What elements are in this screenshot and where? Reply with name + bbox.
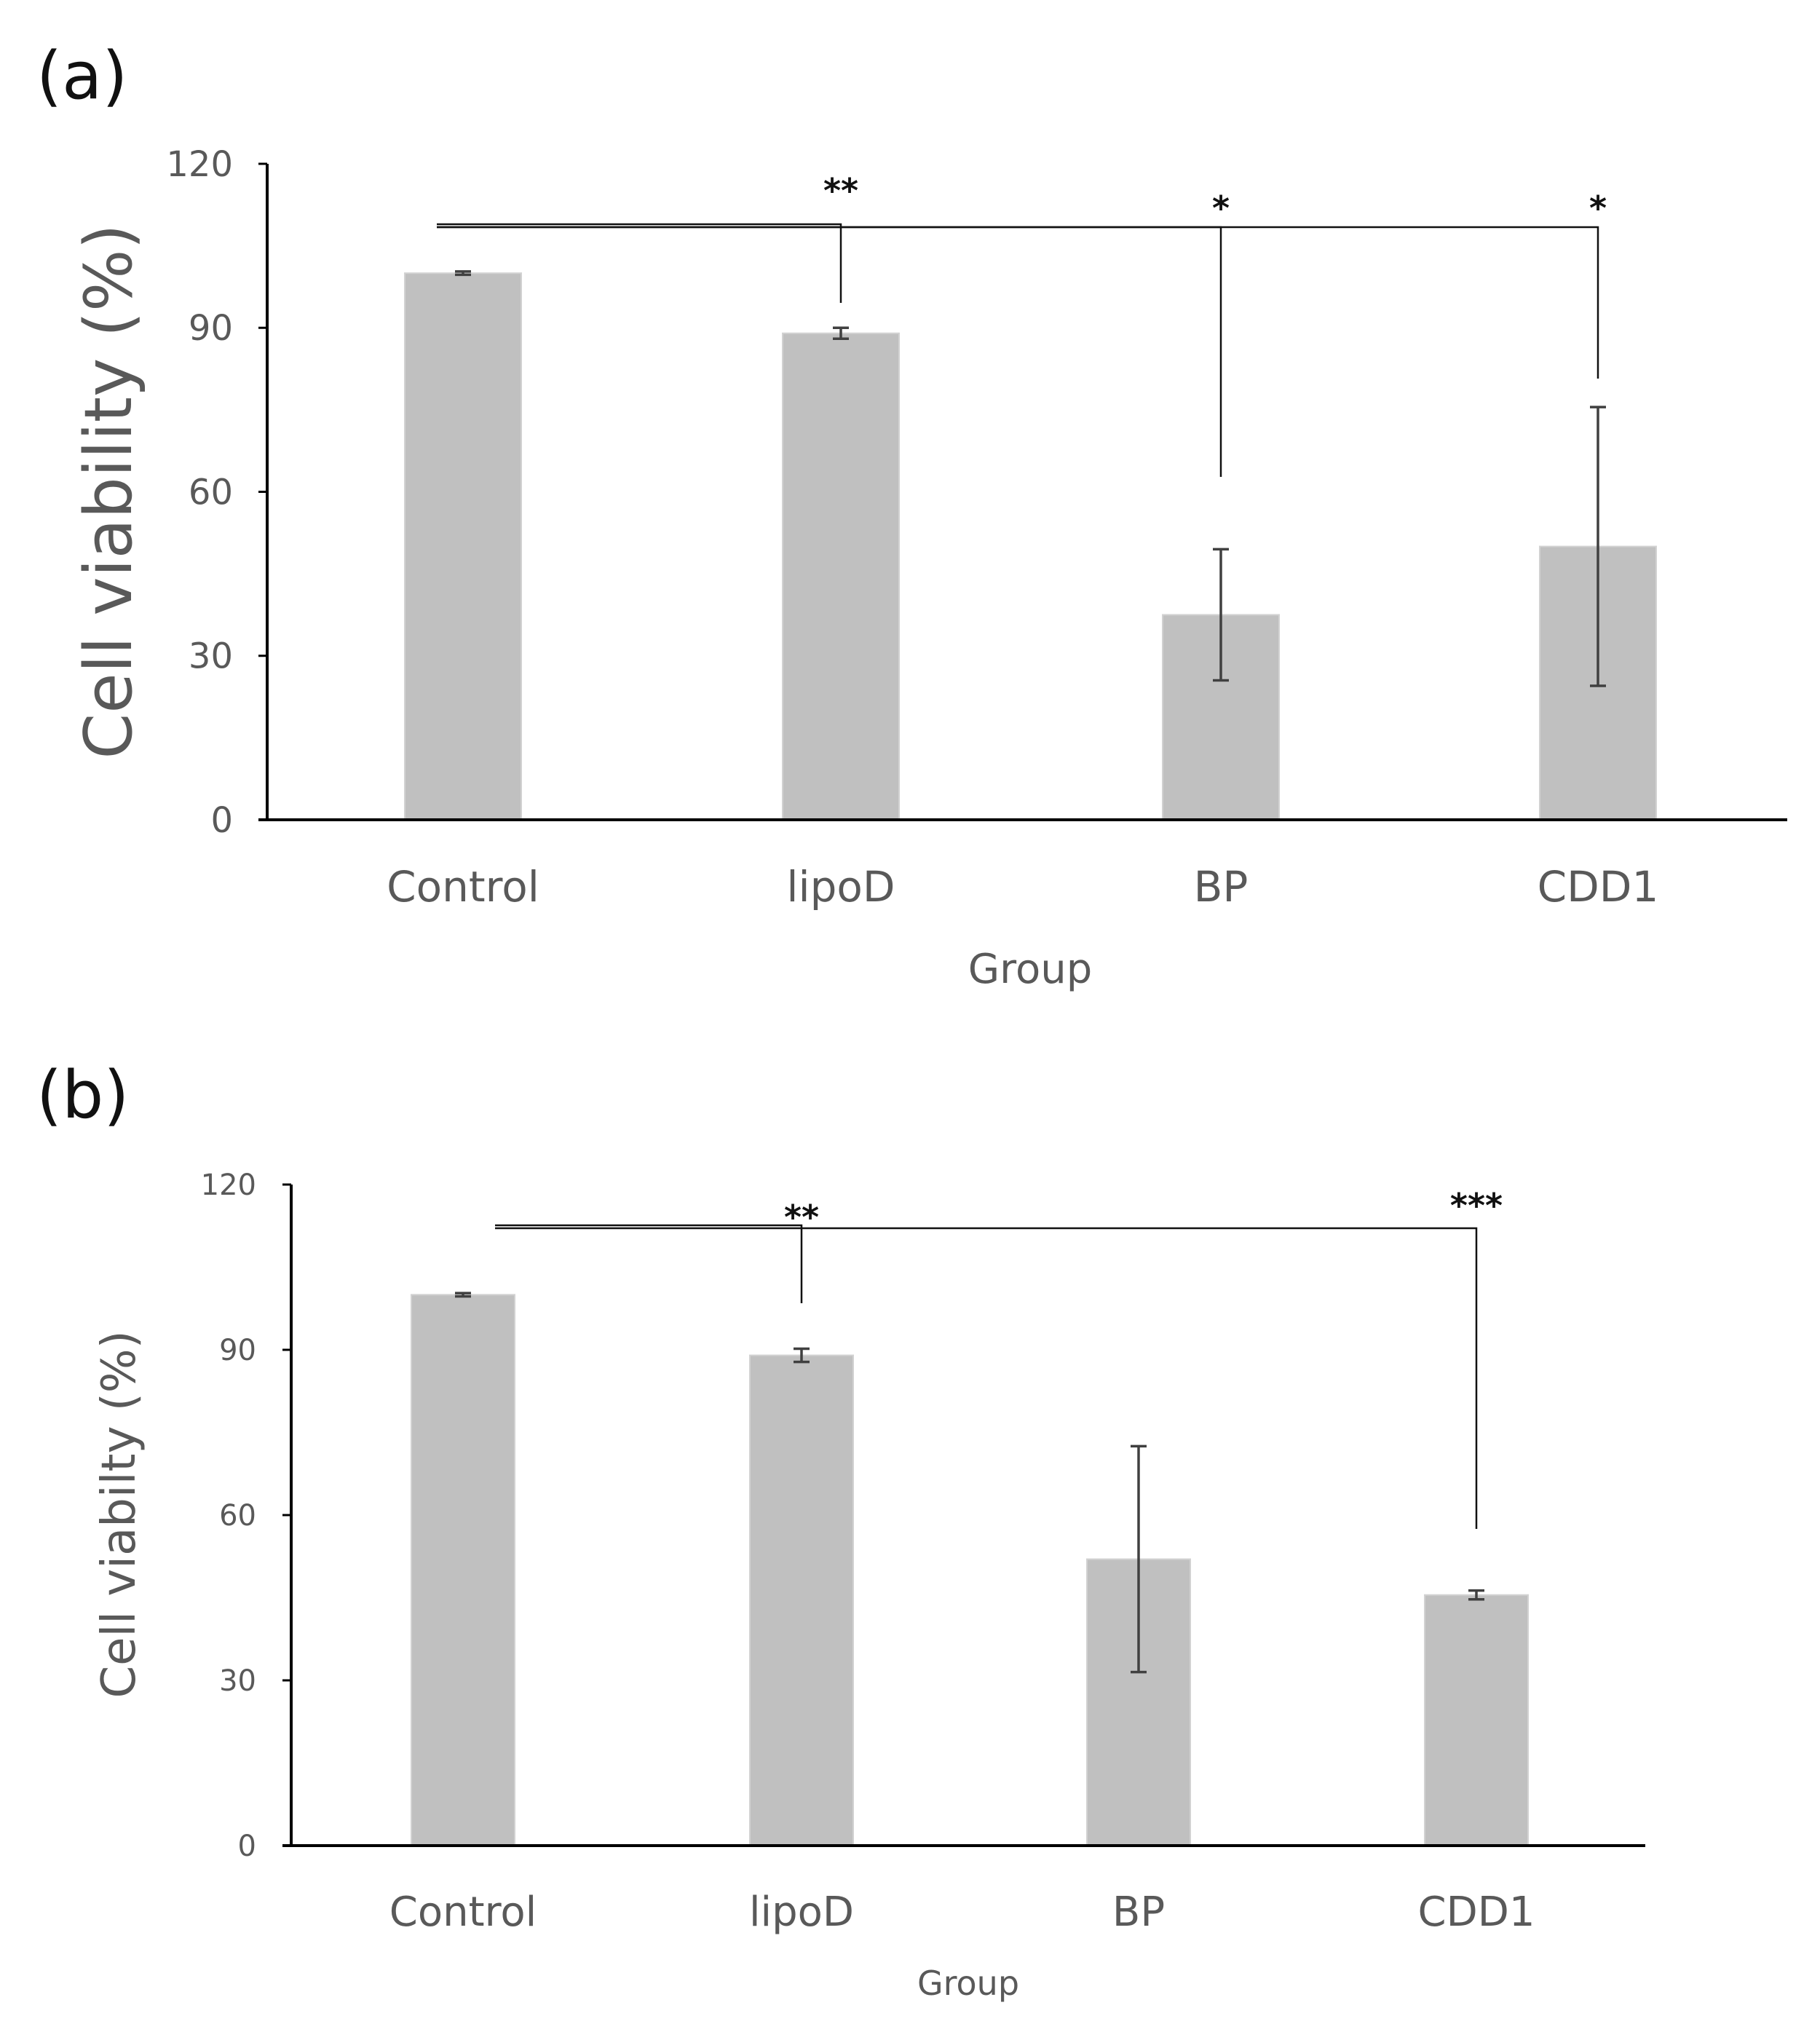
- y-tick-label: 90: [219, 1334, 256, 1367]
- x-tick-label: BP: [1194, 862, 1249, 912]
- bar-control: [411, 1294, 515, 1847]
- bar-cdd1: [1424, 1594, 1529, 1846]
- significance-bracket: [437, 226, 1599, 379]
- panel-label: (a): [36, 38, 127, 114]
- significance-bracket: [495, 1224, 803, 1303]
- error-bar-bp: [1213, 547, 1229, 682]
- x-tick-label: CDD1: [1418, 1889, 1535, 1936]
- significance-stars: ***: [1450, 1186, 1503, 1225]
- y-tick-label: 30: [219, 1664, 256, 1698]
- significance-cdd1: ***: [495, 1186, 1503, 1529]
- error-bar-bp: [1131, 1444, 1147, 1674]
- y-tick-label: 60: [219, 1499, 256, 1533]
- x-tick-label: BP: [1112, 1889, 1165, 1936]
- error-bar-lipod: [833, 326, 849, 341]
- error-bar-control: [455, 1292, 471, 1298]
- error-bar-control: [455, 270, 471, 277]
- x-axis-title: Group: [917, 1964, 1019, 2003]
- y-tick-label: 60: [189, 472, 233, 513]
- significance-lipod: **: [437, 171, 858, 303]
- bar-control: [404, 272, 522, 821]
- y-tick-label: 0: [210, 800, 233, 841]
- x-tick-label: lipoD: [749, 1889, 854, 1936]
- significance-stars: *: [1589, 189, 1607, 228]
- significance-cdd1: *: [437, 189, 1607, 379]
- significance-stars: **: [823, 171, 858, 210]
- significance-lipod: **: [495, 1198, 819, 1303]
- y-tick-label: 120: [166, 144, 233, 185]
- y-tick-label: 30: [189, 636, 233, 677]
- x-tick-label: Control: [389, 1889, 537, 1936]
- panel-label: (b): [36, 1057, 129, 1134]
- y-axis-title: Cell viability (%): [71, 224, 147, 759]
- error-bar-lipod: [794, 1347, 810, 1364]
- error-bar-cdd1: [1590, 406, 1606, 687]
- bar-lipod: [782, 332, 900, 821]
- significance-bracket: [437, 223, 842, 303]
- bar-lipod: [749, 1354, 854, 1846]
- error-bar-cdd1: [1468, 1589, 1484, 1601]
- significance-stars: *: [1212, 189, 1230, 228]
- y-axis-title: Cell viabilty (%): [92, 1330, 146, 1698]
- x-tick-label: Control: [387, 862, 539, 912]
- x-axis-title: Group: [968, 946, 1093, 993]
- x-tick-label: lipoD: [786, 862, 895, 912]
- y-tick-label: 0: [238, 1830, 256, 1863]
- significance-bracket: [495, 1227, 1478, 1529]
- significance-stars: **: [784, 1198, 819, 1237]
- y-tick-label: 120: [201, 1169, 256, 1202]
- x-tick-label: CDD1: [1538, 862, 1659, 912]
- y-tick-label: 90: [189, 308, 233, 349]
